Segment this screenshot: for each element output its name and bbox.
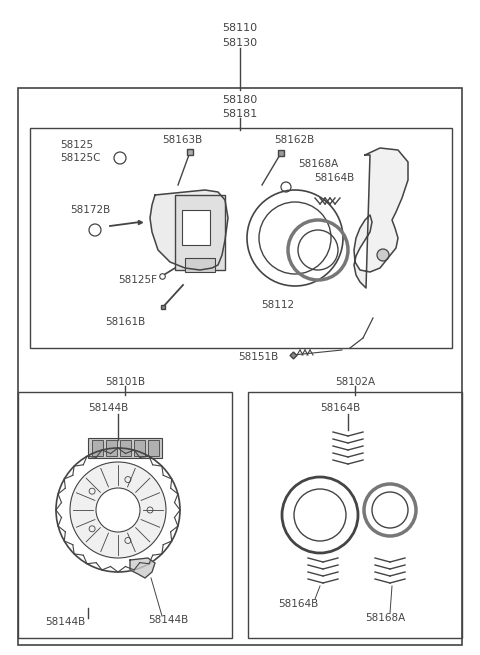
Circle shape [377,249,389,261]
Bar [148,440,159,456]
Bar [18,392,232,638]
Text: 58172B: 58172B [70,205,110,215]
Text: 58168A: 58168A [298,159,338,169]
Bar [120,440,131,456]
Text: 58102A: 58102A [335,377,375,387]
Circle shape [96,488,140,532]
Text: 58163B: 58163B [162,135,202,145]
Text: 58151B: 58151B [238,352,278,362]
Bar [248,392,462,638]
Text: 58101B: 58101B [105,377,145,387]
Bar [88,438,162,458]
Text: 58130: 58130 [222,38,258,48]
Text: 58125: 58125 [60,140,93,150]
Text: 58144B: 58144B [88,403,128,413]
Text: 58144B: 58144B [148,615,188,625]
Text: 58180: 58180 [222,95,258,105]
Text: 58168A: 58168A [365,613,405,623]
Polygon shape [130,558,155,578]
Text: 58162B: 58162B [274,135,314,145]
Text: 58164B: 58164B [320,403,360,413]
Bar [30,128,452,348]
Text: 58112: 58112 [262,300,295,310]
Text: 58161B: 58161B [105,317,145,327]
Text: 58144B: 58144B [45,617,85,627]
Bar [92,440,103,456]
Text: 58125F: 58125F [118,275,157,285]
Text: 58164B: 58164B [314,173,354,183]
Polygon shape [150,190,228,270]
Bar [106,440,117,456]
Bar [18,88,462,645]
Text: 58125C: 58125C [60,153,100,163]
Bar [185,258,215,272]
Text: 58110: 58110 [222,23,258,33]
Bar [134,440,145,456]
Text: 58181: 58181 [222,109,258,119]
Bar [175,195,225,270]
Circle shape [70,462,166,558]
Polygon shape [354,148,408,288]
Bar [182,210,210,245]
Text: 58164B: 58164B [278,599,318,609]
